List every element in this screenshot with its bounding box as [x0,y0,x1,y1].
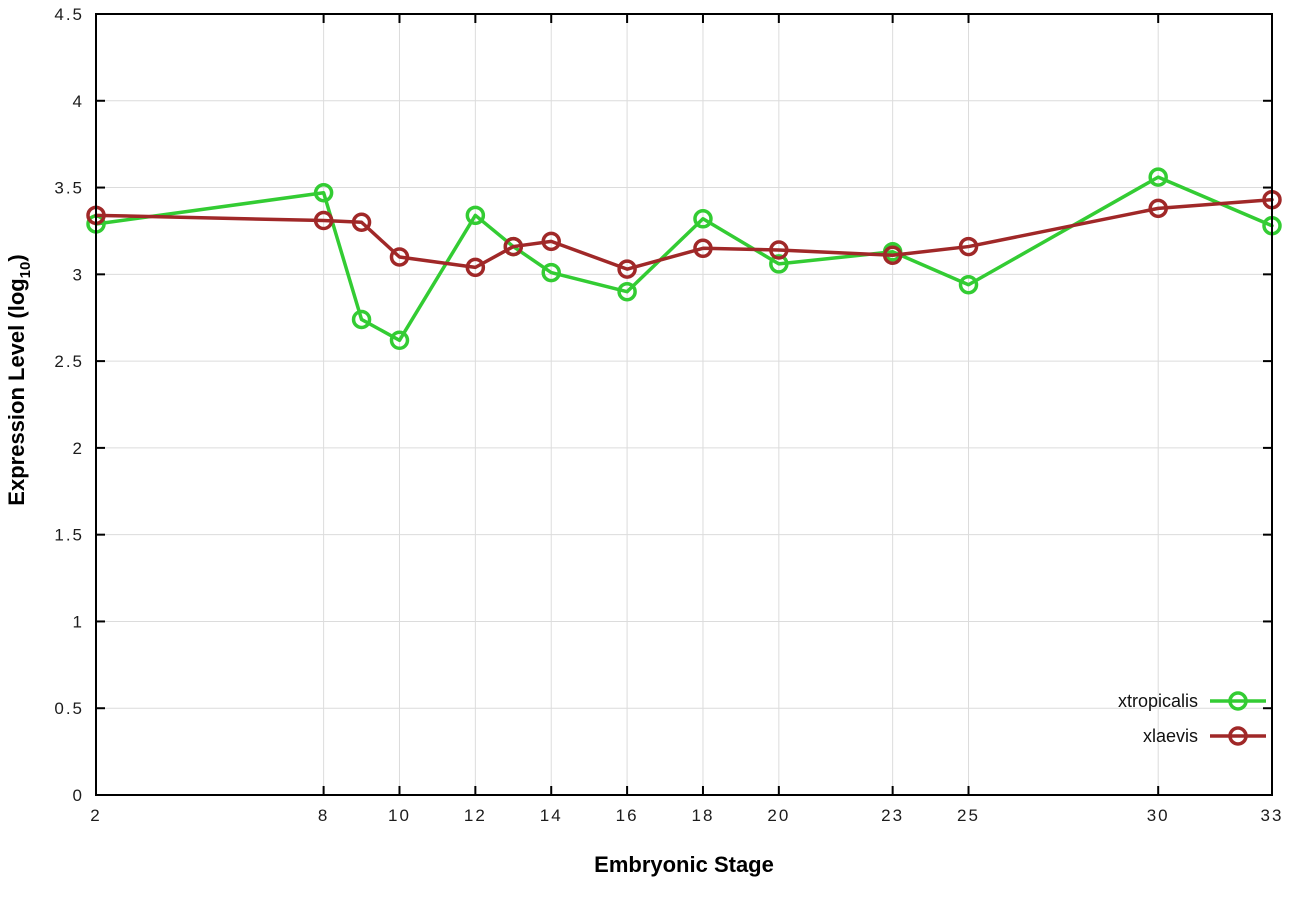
tick-labels: 2 8 10 12 14 16 18 20 23 25 30 33 0 0.5 1 1.5 2 2.5 3 3.5 4 4… [54,5,1284,825]
legend: xtropicalis xlaevis [1118,691,1266,746]
x-tick-label: 25 [957,806,980,825]
x-tick-label: 20 [767,806,790,825]
x-tick-label: 33 [1261,806,1284,825]
x-tick-label: 8 [318,806,329,825]
x-tick-label: 12 [464,806,487,825]
y-tick-label: 1.5 [54,526,84,545]
y-tick-label: 0.5 [54,699,84,718]
x-tick-label: 23 [881,806,904,825]
y-tick-label: 2 [73,439,84,458]
x-tick-label: 18 [692,806,715,825]
y-tick-label: 0 [73,786,84,805]
y-tick-label: 3 [73,265,84,284]
x-tick-label: 30 [1147,806,1170,825]
y-axis-title: Expression Level (log10) [4,254,34,505]
legend-label-xtropicalis: xtropicalis [1118,691,1198,711]
x-tick-label: 14 [540,806,563,825]
legend-samples [1210,691,1266,746]
x-axis-title: Embryonic Stage [594,852,774,877]
grid-lines [95,13,1273,796]
y-tick-label: 1 [73,612,84,631]
axes [95,13,1273,796]
y-tick-label: 2.5 [54,352,84,371]
x-tick-label: 10 [388,806,411,825]
y-tick-label: 4.5 [54,5,84,24]
series-layer [86,167,1282,351]
x-tick-label: 16 [616,806,639,825]
x-tick-label: 2 [90,806,101,825]
y-tick-label: 4 [73,92,84,111]
legend-label-xlaevis: xlaevis [1143,726,1198,746]
y-tick-label: 3.5 [54,179,84,198]
